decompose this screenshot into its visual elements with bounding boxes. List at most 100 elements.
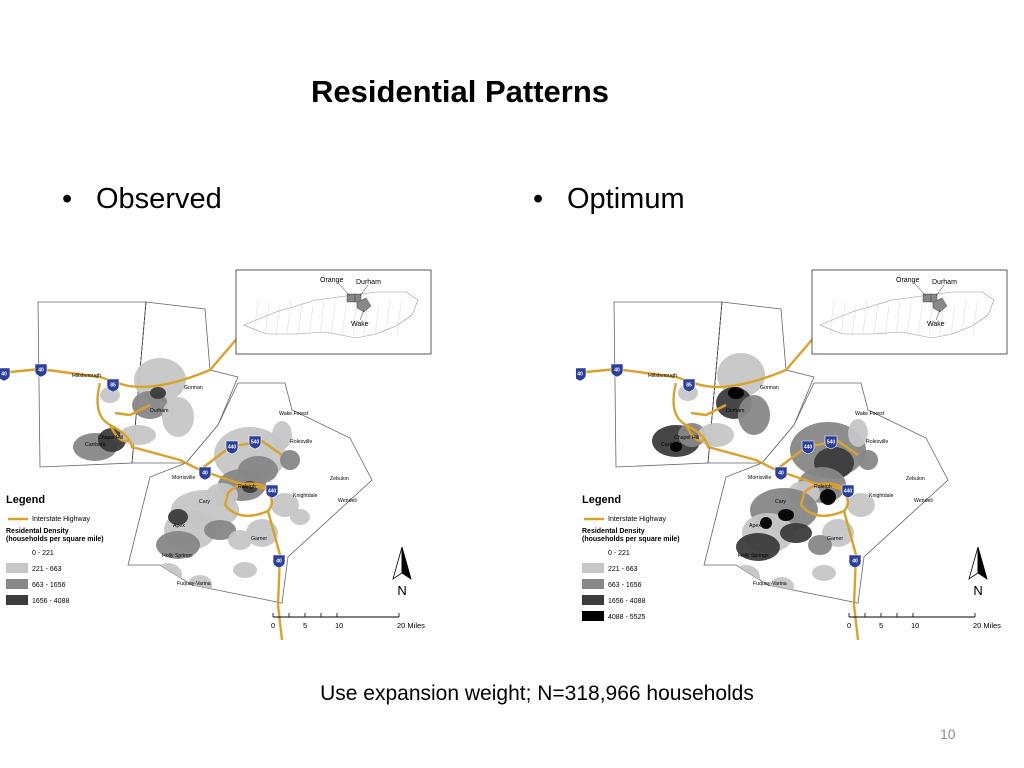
- interstate-highway: [775, 439, 859, 471]
- legend-class-label: 221 - 663: [608, 566, 638, 573]
- inset-label-durham: Durham: [932, 279, 957, 286]
- shield-number: 440: [844, 489, 853, 495]
- scale-label: 10: [335, 621, 343, 630]
- shield-number: 440: [268, 489, 277, 495]
- legend-swatch: [582, 611, 604, 621]
- place-label: Zebulon: [906, 476, 925, 482]
- density-cell: [736, 533, 780, 561]
- density-cell: [728, 387, 744, 399]
- interstate-highway: [117, 304, 246, 389]
- shield-shape: [824, 435, 838, 450]
- county-line: [884, 305, 890, 335]
- place-label: Carrboro: [85, 442, 106, 448]
- legend-swatch: [582, 547, 604, 557]
- interstate-shield: 40: [34, 363, 48, 378]
- scale-label: 0: [271, 621, 275, 630]
- shield-number: 540: [827, 440, 836, 446]
- interstate-shield: 40: [774, 466, 788, 481]
- county-line: [829, 299, 835, 335]
- shield-shape: [610, 363, 624, 378]
- density-cell: [233, 562, 257, 578]
- slide-title: Residential Patterns: [0, 74, 1024, 110]
- interstate-highway: [108, 424, 129, 443]
- legend-density-subtitle: (households per square mile): [6, 536, 104, 543]
- bullet-observed-label: Observed: [96, 183, 222, 215]
- interstate-shield: 440: [265, 484, 279, 499]
- density-cell: [812, 565, 836, 581]
- legend-swatch: [582, 579, 604, 589]
- legend-swatch: [582, 563, 604, 573]
- interstate-highway: [266, 510, 284, 640]
- shield-shape: [801, 440, 815, 455]
- density-cell: [290, 509, 310, 525]
- interstate-highway: [842, 510, 860, 640]
- legend-title: Legend: [6, 494, 45, 506]
- scale-bar: 0 5 10 20 Miles: [271, 613, 425, 630]
- inset-wake: [356, 297, 372, 313]
- north-arrow-right: [977, 546, 988, 580]
- interstate-shield: 40: [0, 367, 11, 382]
- legend-highway-label: Interstate Highway: [608, 516, 666, 523]
- place-label: Gorman: [184, 385, 203, 391]
- county-line: [374, 305, 380, 335]
- place-label: Holly Springs: [738, 553, 769, 559]
- place-label: Apex: [173, 523, 185, 529]
- county-line: [840, 302, 846, 335]
- interstate-highway: [672, 382, 849, 492]
- legend-swatch: [582, 595, 604, 605]
- place-label: Garner: [827, 536, 843, 542]
- scale-label: 20 Miles: [973, 621, 1001, 630]
- place-label: Chapel Hill: [98, 435, 123, 441]
- caption: Use expansion weight; N=318,966 househol…: [0, 682, 1024, 706]
- interstate-shield: 440: [801, 440, 815, 455]
- inset-map: Orange Durham Wake: [811, 269, 1008, 355]
- shield-shape: [848, 554, 862, 569]
- shield-number: 40: [38, 368, 44, 374]
- place-label: Morrisville: [748, 475, 771, 481]
- density-cell: [272, 421, 292, 449]
- place-label: Rolesville: [290, 439, 312, 445]
- north-arrow-right: [401, 546, 412, 580]
- place-label: Wake Forest: [279, 411, 309, 417]
- interstate-highway: [0, 367, 119, 385]
- county-line: [972, 302, 978, 335]
- inset-wake: [932, 297, 948, 313]
- density-cell: [168, 509, 188, 525]
- density-cell: [820, 489, 836, 505]
- interstate-shield: 440: [841, 484, 855, 499]
- interstate-highway: [799, 482, 850, 517]
- shield-number: 85: [686, 383, 692, 389]
- county-line: [906, 302, 912, 335]
- county-line: [385, 299, 391, 335]
- density-cell: [98, 428, 126, 452]
- interstate-shield: 40: [576, 367, 587, 382]
- density-cell: [698, 423, 734, 447]
- interstate-highway: [114, 403, 151, 417]
- density-cell: [780, 523, 812, 543]
- north-label: N: [397, 583, 406, 598]
- density-cell: [858, 450, 878, 470]
- legend-swatch: [6, 595, 28, 605]
- bullet-glyph: •: [62, 183, 73, 215]
- legend-class-label: 663 - 1656: [608, 582, 642, 589]
- shield-shape: [682, 378, 696, 393]
- county-line: [895, 299, 901, 335]
- county-line: [275, 305, 281, 335]
- place-label: Wendell: [914, 498, 933, 504]
- density-cell: [246, 519, 278, 547]
- shield-number: 440: [804, 445, 813, 451]
- density-cell: [760, 517, 772, 529]
- interstate-shield: 540: [824, 435, 838, 450]
- nc-state-outline: [243, 291, 419, 339]
- north-arrow: N: [392, 546, 412, 598]
- interstate-shield: 40: [198, 466, 212, 481]
- density-cell: [271, 493, 299, 517]
- county-line: [253, 299, 259, 335]
- inset-orange: [346, 293, 356, 303]
- place-label: Hillsborough: [72, 373, 101, 379]
- shield-shape: [248, 435, 262, 450]
- inset-label-wake: Wake: [351, 321, 369, 328]
- place-label: Carrboro: [661, 442, 682, 448]
- place-label: Cary: [199, 499, 210, 505]
- inset-label-orange: Orange: [896, 277, 919, 284]
